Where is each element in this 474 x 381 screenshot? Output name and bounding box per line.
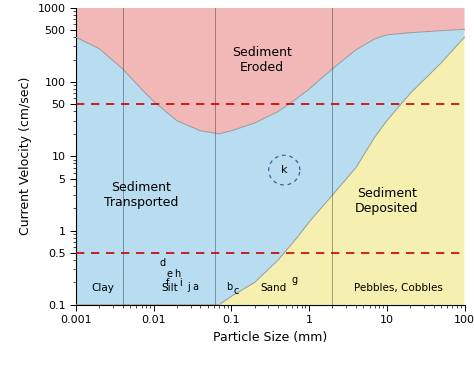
Text: d: d xyxy=(159,258,165,267)
Text: h: h xyxy=(174,269,180,279)
Text: Sediment
Eroded: Sediment Eroded xyxy=(232,46,292,74)
Text: Clay: Clay xyxy=(91,283,114,293)
Text: e: e xyxy=(166,269,173,279)
Text: Sediment
Transported: Sediment Transported xyxy=(104,181,179,209)
Text: j: j xyxy=(187,282,190,292)
Text: c: c xyxy=(233,286,239,296)
X-axis label: Particle Size (mm): Particle Size (mm) xyxy=(213,331,328,344)
Text: Sediment
Deposited: Sediment Deposited xyxy=(355,187,419,215)
Polygon shape xyxy=(76,29,465,305)
Text: g: g xyxy=(292,275,298,285)
Text: Sand: Sand xyxy=(261,283,287,293)
Text: i: i xyxy=(179,278,182,288)
Text: k: k xyxy=(281,165,288,175)
Text: Pebbles, Cobbles: Pebbles, Cobbles xyxy=(354,283,443,293)
Text: f: f xyxy=(165,278,169,288)
Polygon shape xyxy=(76,8,465,134)
Y-axis label: Current Velocity (cm/sec): Current Velocity (cm/sec) xyxy=(19,77,32,235)
Text: b: b xyxy=(227,282,233,292)
Text: a: a xyxy=(192,282,198,292)
Polygon shape xyxy=(76,37,465,305)
Text: Silt: Silt xyxy=(161,283,178,293)
